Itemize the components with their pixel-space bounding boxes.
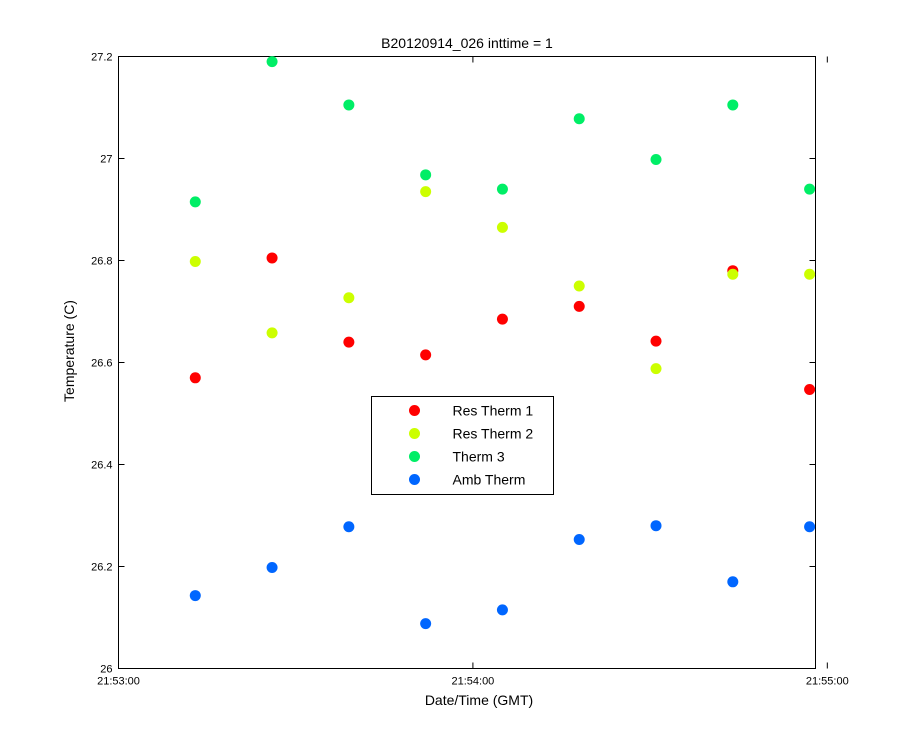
data-point	[266, 252, 278, 264]
x-tick-label: 21:53:00	[97, 676, 140, 688]
y-tick-label: 26	[100, 664, 112, 676]
x-axis-label: Date/Time (GMT)	[425, 692, 533, 708]
data-point	[496, 183, 508, 195]
data-point	[266, 327, 278, 339]
data-point	[266, 56, 278, 68]
y-tick-label: 27.2	[91, 52, 112, 64]
data-point	[804, 384, 816, 396]
data-point	[496, 604, 508, 616]
data-point	[573, 113, 585, 125]
data-point	[650, 154, 662, 166]
y-axis-label: Temperature (C)	[61, 300, 77, 402]
axis-ticks: 26 26.2 26.4 26.6 26.8 27 27.2 21:53:00 21:54:00…	[91, 52, 849, 688]
data-point	[727, 576, 739, 588]
data-point	[420, 618, 432, 630]
data-point	[650, 520, 662, 532]
data-point	[420, 169, 432, 181]
data-point	[189, 590, 201, 602]
data-point	[573, 533, 585, 545]
data-point	[343, 292, 355, 304]
legend-marker	[409, 405, 420, 416]
data-point	[804, 183, 816, 195]
data-point	[804, 521, 816, 533]
data-point	[343, 336, 355, 348]
data-point	[573, 300, 585, 312]
legend-marker	[409, 451, 420, 462]
data-point	[650, 363, 662, 375]
data-point	[266, 562, 278, 574]
legend-label: Res Therm 1	[453, 403, 534, 419]
legend-label: Amb Therm	[453, 472, 526, 488]
data-point	[727, 268, 739, 280]
y-tick-label: 26.8	[91, 256, 112, 268]
data-points	[189, 56, 816, 630]
data-point	[189, 256, 201, 268]
legend-marker	[409, 474, 420, 485]
data-point	[573, 280, 585, 292]
data-point	[189, 372, 201, 384]
data-point	[804, 268, 816, 280]
y-tick-label: 26.4	[91, 460, 112, 472]
legend-marker	[409, 428, 420, 439]
data-point	[496, 221, 508, 233]
data-point	[420, 186, 432, 198]
x-tick-label: 21:55:00	[806, 676, 849, 688]
y-tick-label: 26.6	[91, 358, 112, 370]
legend-label: Res Therm 2	[453, 426, 534, 442]
data-point	[343, 521, 355, 533]
series-res-therm-2	[189, 186, 816, 375]
plot-area	[118, 56, 816, 669]
series-therm-3	[189, 56, 816, 208]
data-point	[496, 313, 508, 325]
chart-title: B20120914_026 inttime = 1	[381, 35, 553, 51]
data-point	[189, 196, 201, 208]
legend: Res Therm 1 Res Therm 2 Therm 3 Amb Therm	[371, 396, 554, 495]
x-tick-label: 21:54:00	[451, 676, 494, 688]
data-point	[650, 335, 662, 347]
y-tick-label: 27	[100, 154, 112, 166]
y-tick-label: 26.2	[91, 562, 112, 574]
data-point	[727, 99, 739, 111]
data-point	[343, 99, 355, 111]
legend-box	[371, 396, 554, 495]
legend-label: Therm 3	[453, 449, 505, 465]
series-amb-therm	[189, 520, 816, 630]
data-point	[420, 349, 432, 361]
